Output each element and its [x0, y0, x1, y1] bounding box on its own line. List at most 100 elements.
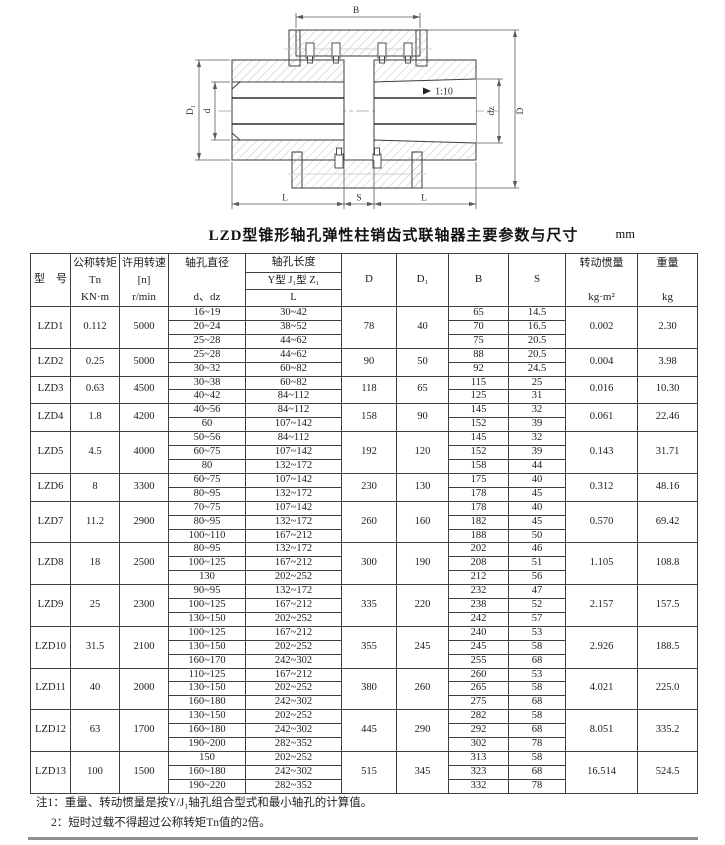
bore-diameter-cell: 70~75 — [168, 500, 246, 516]
weight-cell: 22.46 — [637, 403, 698, 433]
weight-cell: 10.30 — [637, 375, 698, 405]
table-row: LZD11 40 2000 110~125 167~212 380 260 260 53 4.02… — [30, 667, 698, 711]
D1-cell: 190 — [396, 542, 449, 586]
speed-cell: 1700 — [119, 709, 169, 752]
D-cell: 158 — [341, 403, 397, 433]
B-cell: 152 — [448, 417, 509, 433]
S-cell: 51 — [508, 556, 566, 572]
S-cell: 24.5 — [508, 361, 566, 377]
S-cell: 52 — [508, 598, 566, 613]
dim-label-L-left: L — [282, 194, 288, 204]
left-hub — [231, 59, 345, 161]
bore-length-cell: 167~212 — [245, 598, 342, 613]
bore-length-cell: 30~42 — [245, 306, 342, 321]
D1-cell: 345 — [396, 751, 449, 794]
table-row: 80~95 132~172 182 45 — [31, 514, 698, 530]
table-row: LZD8 18 2500 80~95 132~172 300 190 202 46 1.105 10… — [30, 542, 698, 586]
unit-label: mm — [615, 227, 635, 241]
bore-length-cell: 167~212 — [245, 528, 342, 544]
S-cell: 53 — [508, 625, 566, 641]
D-cell: 300 — [341, 542, 397, 586]
D1-cell: 130 — [396, 472, 449, 502]
bore-diameter-cell: 190~220 — [168, 778, 246, 794]
bore-length-cell: 202~252 — [245, 639, 342, 655]
bore-length-cell: 242~302 — [245, 723, 342, 739]
B-cell: 65 — [448, 306, 509, 321]
right-hub: 1:10 — [373, 59, 477, 161]
speed-cell: 1500 — [119, 751, 169, 794]
model-cell: LZD4 — [30, 403, 71, 433]
D-cell: 192 — [341, 431, 397, 474]
B-cell: 275 — [448, 695, 509, 711]
bore-length-cell: 202~252 — [245, 751, 342, 766]
bore-diameter-cell: 80~95 — [168, 514, 246, 530]
dim-d: d — [203, 81, 230, 141]
dim-dz: dz — [477, 78, 503, 144]
table-body: LZD1 0.112 5000 16~19 30~42 78 40 65 14.5 0.002 2.… — [30, 306, 698, 794]
table-row: 130~150 202~252 242 57 — [31, 611, 698, 627]
torque-cell: 31.5 — [70, 625, 120, 669]
col-header-bore-length: 轴孔长度 — [245, 253, 342, 273]
speed-cell: 2500 — [119, 542, 169, 586]
bore-length-cell: 60~82 — [245, 361, 342, 377]
S-cell: 57 — [508, 611, 566, 627]
B-cell: 188 — [448, 528, 509, 544]
model-cell: LZD2 — [30, 347, 71, 377]
bore-diameter-cell: 30~32 — [168, 361, 246, 377]
bore-length-cell: 282~352 — [245, 778, 342, 794]
bore-length-cell: 44~62 — [245, 347, 342, 363]
torque-cell: 63 — [70, 709, 120, 752]
model-cell: LZD5 — [30, 431, 71, 474]
B-cell: 145 — [448, 431, 509, 447]
torque-cell: 4.5 — [70, 431, 120, 474]
footnote-1: 注1：重量、转动惯量是按Y/J₁轴孔组合型式和最小轴孔的计算值。 — [36, 797, 373, 809]
bore-diameter-cell: 60~75 — [168, 445, 246, 460]
bore-diameter-cell: 130~150 — [168, 681, 246, 697]
table-row: 190~220 282~352 332 78 — [31, 778, 698, 794]
S-cell: 45 — [508, 514, 566, 530]
bore-length-cell: 107~142 — [245, 472, 342, 488]
torque-cell: 11.2 — [70, 500, 120, 544]
bore-diameter-cell: 160~180 — [168, 723, 246, 739]
B-cell: 260 — [448, 667, 509, 683]
table-row: LZD4 1.8 4200 40~56 84~112 158 90 145 32 0.061 22.… — [30, 403, 698, 433]
S-cell: 32 — [508, 431, 566, 447]
S-cell: 40 — [508, 472, 566, 488]
model-cell: LZD8 — [30, 542, 71, 586]
dim-LSL: L S L — [231, 160, 477, 209]
bore-diameter-cell: 160~180 — [168, 695, 246, 711]
S-cell: 20.5 — [508, 333, 566, 349]
model-cell: LZD9 — [30, 584, 71, 627]
B-cell: 208 — [448, 556, 509, 572]
D1-cell: 50 — [396, 347, 449, 377]
table-row: 60~75 107~142 152 39 — [31, 445, 698, 460]
bore-diameter-cell: 30~38 — [168, 375, 246, 391]
inertia-cell: 0.143 — [565, 431, 638, 474]
col-header-bore-length-types: Y型 J₁型 Z₁ — [245, 272, 342, 290]
table-row: 80~95 132~172 178 45 — [31, 486, 698, 502]
dim-B: B — [295, 6, 421, 28]
model-cell: LZD3 — [30, 375, 71, 405]
table-row: 100~125 167~212 208 51 — [31, 556, 698, 572]
B-cell: 88 — [448, 347, 509, 363]
col-header-speed: 许用转速 [n] r/min — [119, 253, 169, 307]
weight-cell: 157.5 — [637, 584, 698, 627]
bore-length-cell: 282~352 — [245, 737, 342, 752]
B-cell: 125 — [448, 389, 509, 405]
B-cell: 255 — [448, 653, 509, 669]
S-cell: 32 — [508, 403, 566, 419]
B-cell: 332 — [448, 778, 509, 794]
B-cell: 313 — [448, 751, 509, 766]
page-title: LZD型锥形轴孔弹性柱销齿式联轴器主要参数与尺寸 — [208, 228, 579, 244]
bore-diameter-cell: 25~28 — [168, 347, 246, 363]
torque-header-line: 公称转矩 — [73, 257, 117, 269]
bore-length-cell: 44~62 — [245, 333, 342, 349]
col-header-D1: D₁ — [396, 253, 449, 307]
B-cell: 212 — [448, 570, 509, 586]
speed-cell: 4000 — [119, 431, 169, 474]
bore-length-cell: 167~212 — [245, 556, 342, 572]
table-row: 160~170 242~302 255 68 — [31, 653, 698, 669]
table-row: 160~180 242~302 292 68 — [31, 723, 698, 739]
torque-cell: 0.112 — [70, 306, 120, 349]
B-cell: 178 — [448, 500, 509, 516]
